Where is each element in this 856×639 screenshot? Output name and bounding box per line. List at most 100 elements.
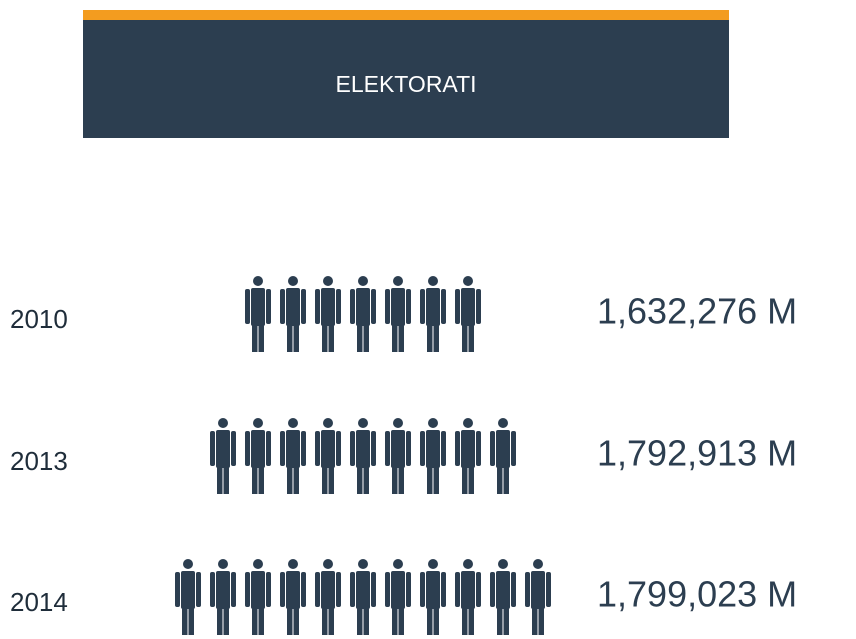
person-icon [245, 559, 271, 635]
icon-torso [321, 430, 335, 468]
icon-head [428, 559, 438, 569]
person-icon [420, 418, 446, 494]
icon-leg [223, 605, 229, 635]
person-icon [280, 559, 306, 635]
person-icon [420, 559, 446, 635]
icon-arm [350, 289, 355, 324]
icon-leg [462, 322, 468, 352]
icon-arm [266, 431, 271, 466]
icon-arm [315, 431, 320, 466]
person-icon [315, 418, 341, 494]
person-icon [455, 559, 481, 635]
icon-head [358, 276, 368, 286]
icon-leg [252, 605, 258, 635]
icon-torso [391, 430, 405, 468]
icon-head [428, 276, 438, 286]
row-value: 1,792,913 M [597, 433, 797, 474]
icon-torso [426, 430, 440, 468]
icon-arm [245, 572, 250, 607]
icon-arm [231, 572, 236, 607]
icon-leg [392, 322, 398, 352]
icon-torso [391, 571, 405, 609]
icon-torso [356, 288, 370, 326]
icon-arm [350, 431, 355, 466]
person-icon [210, 559, 236, 635]
person-icon [210, 418, 236, 494]
icon-arm [420, 572, 425, 607]
row-value: 1,799,023 M [597, 574, 797, 615]
person-icon [490, 418, 516, 494]
icon-arm [266, 572, 271, 607]
icon-leg [468, 322, 474, 352]
icon-head [218, 559, 228, 569]
icon-leg [462, 605, 468, 635]
icon-head [498, 559, 508, 569]
row-year: 2013 [10, 446, 68, 476]
icon-leg [188, 605, 194, 635]
icon-torso [426, 288, 440, 326]
icon-torso [286, 571, 300, 609]
icon-leg [357, 464, 363, 494]
icon-leg [468, 464, 474, 494]
person-icon [525, 559, 551, 635]
icon-head [253, 559, 263, 569]
icon-leg [363, 322, 369, 352]
icon-head [183, 559, 193, 569]
icon-torso [461, 288, 475, 326]
icon-head [463, 418, 473, 428]
icon-arm [315, 289, 320, 324]
icon-head [323, 559, 333, 569]
icon-leg [503, 605, 509, 635]
icon-head [393, 276, 403, 286]
icon-arm [371, 431, 376, 466]
icon-leg [293, 605, 299, 635]
icon-leg [258, 322, 264, 352]
icon-leg [217, 605, 223, 635]
icon-arm [420, 431, 425, 466]
icon-leg [287, 605, 293, 635]
icon-arm [280, 572, 285, 607]
icon-leg [392, 605, 398, 635]
icon-arm [350, 572, 355, 607]
icon-arm [455, 431, 460, 466]
icon-torso [496, 430, 510, 468]
icon-leg [223, 464, 229, 494]
person-icon [385, 559, 411, 635]
icon-leg [357, 605, 363, 635]
icon-arm [441, 431, 446, 466]
icon-arm [476, 572, 481, 607]
icon-head [358, 559, 368, 569]
icon-head [463, 559, 473, 569]
icon-head [358, 418, 368, 428]
icon-leg [258, 605, 264, 635]
icon-leg [322, 464, 328, 494]
icon-torso [356, 571, 370, 609]
person-icon [420, 276, 446, 352]
icon-arm [280, 289, 285, 324]
icon-torso [216, 571, 230, 609]
icon-arm [301, 289, 306, 324]
icon-leg [363, 464, 369, 494]
icon-head [463, 276, 473, 286]
icon-torso [321, 571, 335, 609]
icon-arm [406, 289, 411, 324]
icon-arm [385, 431, 390, 466]
person-icon [245, 418, 271, 494]
icon-leg [497, 605, 503, 635]
icon-arm [406, 572, 411, 607]
icon-arm [490, 431, 495, 466]
icon-arm [196, 572, 201, 607]
person-icon [455, 418, 481, 494]
icon-head [288, 418, 298, 428]
icon-head [393, 559, 403, 569]
icon-arm [371, 289, 376, 324]
icon-arm [301, 431, 306, 466]
icon-torso [321, 288, 335, 326]
icon-head [498, 418, 508, 428]
icon-leg [328, 464, 334, 494]
icon-leg [293, 464, 299, 494]
icon-head [253, 418, 263, 428]
person-icon [350, 559, 376, 635]
icon-head [393, 418, 403, 428]
